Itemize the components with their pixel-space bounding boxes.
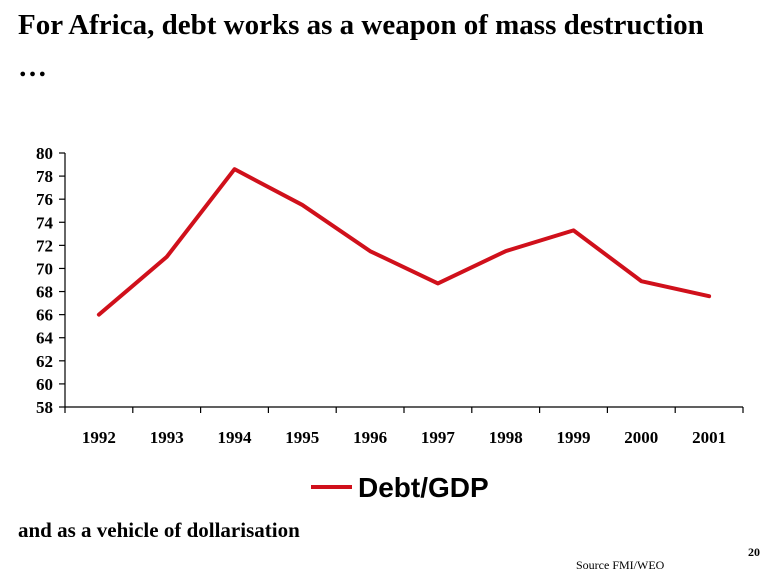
slide-title: For Africa, debt works as a weapon of ma… [18, 9, 704, 83]
page-number: 20 [748, 545, 760, 559]
series-lines [96, 167, 712, 317]
legend: Debt/GDP [311, 472, 489, 503]
x-tick-label: 1998 [489, 428, 523, 447]
x-tick-label: 1994 [218, 428, 253, 447]
y-tick-label: 66 [36, 306, 53, 325]
x-tick-label: 1992 [82, 428, 116, 447]
x-tick-label: 1993 [150, 428, 184, 447]
y-tick-label: 70 [36, 259, 53, 278]
x-tick-label: 2001 [692, 428, 726, 447]
x-axis: 1992 1993 1994 1995 1996 1997 1998 1999 2000 2001 [64, 406, 744, 447]
y-axis: 80 78 76 74 72 70 68 66 64 62 60 58 [36, 144, 66, 417]
y-tick-label: 76 [36, 190, 53, 209]
x-tick-label: 2000 [624, 428, 658, 447]
y-tick-label: 58 [36, 398, 53, 417]
x-tick-label: 1997 [421, 428, 456, 447]
x-tick-label: 1995 [285, 428, 319, 447]
series-line-0 [96, 167, 712, 317]
y-tick-label: 68 [36, 283, 53, 302]
y-tick-label: 62 [36, 352, 53, 371]
y-tick-label: 60 [36, 375, 53, 394]
source-note: Source FMI/WEO [576, 558, 665, 572]
subtitle: and as a vehicle of dollarisation [18, 518, 300, 542]
legend-label: Debt/GDP [358, 472, 489, 503]
y-tick-label: 74 [36, 213, 54, 232]
y-tick-label: 64 [36, 329, 54, 348]
y-tick-label: 72 [36, 236, 53, 255]
y-tick-label: 80 [36, 144, 53, 163]
y-tick-label: 78 [36, 167, 53, 186]
x-tick-label: 1999 [557, 428, 591, 447]
x-tick-label: 1996 [353, 428, 387, 447]
